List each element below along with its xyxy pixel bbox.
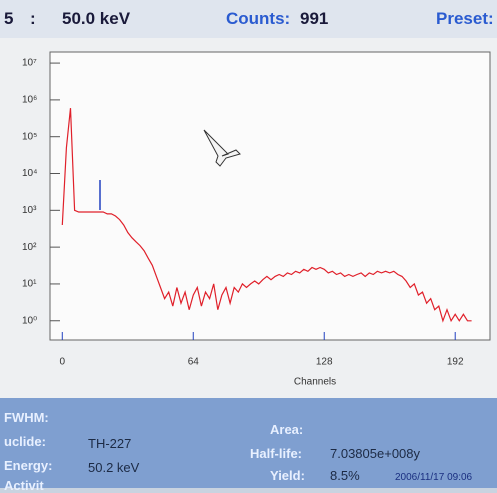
screen: 5 : 50.0 keV Counts: 991 Preset: Channel… [0, 0, 497, 488]
x-tick-label: 0 [59, 357, 65, 368]
yield-label: Yield: [270, 468, 305, 483]
x-axis-label: Channels [294, 377, 336, 388]
half-life: 7.03805e+008y [330, 446, 420, 461]
separator: : [30, 9, 36, 29]
energy: 50.2 keV [88, 460, 139, 475]
x-tick-label: 64 [188, 357, 200, 368]
y-tick-label: 10² [22, 242, 37, 253]
counts: 991 [300, 9, 328, 29]
timestamp: 2006/11/17 09:06 [395, 472, 472, 483]
info-panel: FWHM: uclide: TH-227 Energy: 50.2 keV Ac… [0, 398, 497, 488]
y-tick-label: 10⁰ [22, 315, 37, 326]
nuclide-label: uclide: [4, 434, 46, 449]
y-tick-label: 10³ [22, 205, 37, 216]
y-tick-label: 10⁵ [22, 131, 37, 142]
half-life-label: Half-life: [250, 446, 302, 461]
fwhm-label: FWHM: [4, 410, 49, 425]
status-bar: 5 : 50.0 keV Counts: 991 Preset: [0, 0, 497, 38]
y-tick-label: 10⁶ [22, 95, 37, 106]
y-tick-label: 10⁴ [22, 168, 37, 179]
x-tick-label: 192 [447, 357, 464, 368]
area-label: Area: [270, 422, 303, 437]
energy: 50.0 keV [62, 9, 130, 29]
counts-label: Counts: [226, 9, 290, 29]
x-tick-label: 128 [316, 357, 333, 368]
y-tick-label: 10⁷ [22, 58, 37, 69]
channel: 5 [4, 9, 13, 29]
yield: 8.5% [330, 468, 360, 483]
spectrum-chart: Channels 10⁰ 10¹ 10² 10³ 10⁴ 10⁵ 10⁶ 10⁷ 0 64 128 1… [0, 38, 497, 398]
energy-label: Energy: [4, 458, 52, 473]
activity-label: Activit [4, 478, 44, 493]
preset: Preset: [436, 9, 494, 29]
y-tick-label: 10¹ [22, 279, 37, 290]
nuclide: TH-227 [88, 436, 131, 451]
